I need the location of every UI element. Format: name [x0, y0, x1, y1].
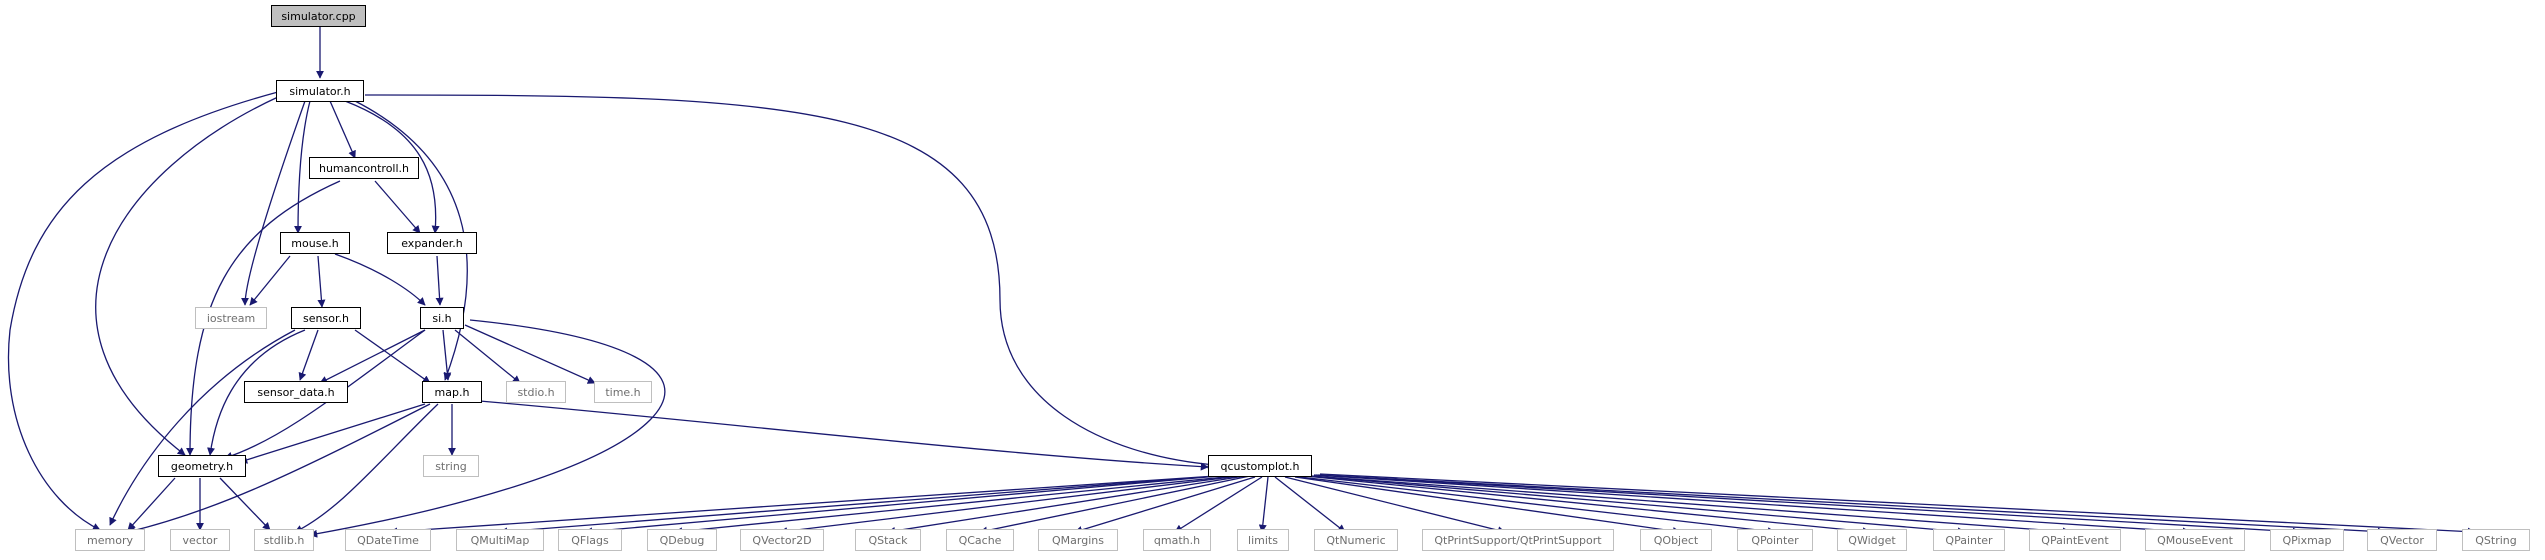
node-QMouseEvent: QMouseEvent: [2145, 529, 2245, 551]
node-QCache: QCache: [946, 529, 1014, 551]
edge-qc-QPointer: [1299, 476, 1776, 536]
node-QVector2D: QVector2D: [740, 529, 824, 551]
node-sensor-h[interactable]: sensor.h: [291, 307, 361, 329]
node-time-h: time.h: [594, 381, 652, 403]
edge-simulator_h-expander_h: [344, 100, 440, 234]
edge-qc-QStack: [887, 475, 1246, 535]
edge-qc-QWidget: [1304, 475, 1871, 536]
edge-si_h-stdlib_h: [309, 319, 666, 538]
edge-si_h-geometry_h: [224, 329, 426, 460]
edge-si_h-stdio_h: [454, 329, 521, 384]
node-limits: limits: [1237, 529, 1289, 551]
node-QMargins: QMargins: [1038, 529, 1118, 551]
edge-simulator_h-humancontroll_h: [329, 100, 356, 159]
edge-si_h-sensor_data_h: [319, 329, 426, 384]
node-QFlags: QFlags: [558, 529, 622, 551]
edge-qc-QDateTime: [389, 474, 1231, 536]
node-QDebug: QDebug: [647, 529, 717, 551]
node-QStack: QStack: [855, 529, 921, 551]
edge-qc-QVector: [1317, 474, 2386, 536]
node-stdio-h: stdio.h: [506, 381, 566, 403]
edge-humancontroll_h-expander_h: [374, 180, 421, 234]
edge-simulator_h-memory: [7, 91, 279, 531]
node-QtPrintSupport: QtPrintSupport/QtPrintSupport: [1422, 529, 1614, 551]
node-QObject: QObject: [1640, 529, 1712, 551]
node-QString: QString: [2462, 529, 2530, 551]
node-QPainter: QPainter: [1933, 529, 2005, 551]
node-QPaintEvent: QPaintEvent: [2029, 529, 2121, 551]
edge-si_h-map_h: [442, 329, 452, 381]
node-QPointer: QPointer: [1737, 529, 1813, 551]
edge-qc-QFlags: [584, 474, 1231, 536]
node-QPixmap: QPixmap: [2270, 529, 2344, 551]
node-iostream: iostream: [195, 307, 267, 329]
edge-mouse_h-iostream: [249, 255, 291, 306]
edge-expander_h-si_h: [435, 255, 444, 306]
edge-geometry_h-stdlib_h: [219, 477, 271, 531]
edge-humancontroll_h-geometry_h: [186, 180, 341, 456]
node-expander-h[interactable]: expander.h: [387, 232, 477, 254]
node-QMultiMap: QMultiMap: [456, 529, 544, 551]
edge-simulator_h-qcustomplot_h: [364, 94, 1216, 469]
edge-sensor_h-sensor_data_h: [298, 329, 319, 381]
edge-qc-QString: [1319, 473, 2476, 536]
node-stdlib-h: stdlib.h: [254, 529, 314, 551]
node-simulator-cpp[interactable]: simulator.cpp: [271, 5, 366, 27]
node-sensor-data-h[interactable]: sensor_data.h: [244, 381, 348, 403]
node-vector: vector: [170, 529, 230, 551]
node-QtNumeric: QtNumeric: [1314, 529, 1398, 551]
edge-qc-QCache: [979, 475, 1251, 535]
edge-sensor_h-geometry_h: [207, 329, 306, 456]
edge-qc-QtPrintSupport: [1284, 476, 1506, 535]
edge-qc-QPaintEvent: [1311, 475, 2071, 536]
edge-qc-QMultiMap: [499, 474, 1231, 536]
edge-qc-limits: [1258, 476, 1269, 533]
node-qcustomplot-h[interactable]: qcustomplot.h: [1208, 455, 1312, 477]
edge-map_h-stdlib_h: [294, 403, 439, 533]
node-si-h[interactable]: si.h: [420, 307, 464, 329]
edge-simulator_h-mouse_h: [294, 100, 311, 234]
edge-mouse_h-sensor_h: [317, 255, 326, 308]
node-memory: memory: [75, 529, 145, 551]
edge-qc-QObject: [1294, 476, 1681, 535]
edge-sensor_h-map_h: [354, 329, 431, 384]
edge-sensor_h-memory: [109, 329, 296, 526]
edge-qc-QMouseEvent: [1313, 474, 2191, 536]
edge-geometry_h-memory: [127, 477, 176, 531]
edge-qc-QMargins: [1074, 476, 1256, 534]
edge-map_h-qcustomplot_h: [479, 400, 1209, 471]
node-geometry-h[interactable]: geometry.h: [158, 455, 246, 477]
edge-map_h-geometry_h: [239, 403, 426, 464]
node-QDateTime: QDateTime: [345, 529, 431, 551]
node-humancontroll-h[interactable]: humancontroll.h: [309, 157, 419, 179]
edge-simulator_h-geometry_h: [95, 96, 279, 456]
edge-map_h-memory: [127, 403, 431, 535]
node-simulator-h[interactable]: simulator.h: [276, 80, 364, 102]
node-qmath-h: qmath.h: [1143, 529, 1211, 551]
edge-mouse_h-si_h: [334, 253, 426, 306]
edge-qc-qmath_h: [1174, 476, 1263, 533]
edge-qc-QDebug: [674, 475, 1236, 536]
node-map-h[interactable]: map.h: [422, 381, 482, 403]
edge-qc-QtNumeric: [1274, 476, 1346, 533]
edge-qc-QPainter: [1309, 475, 1966, 536]
node-mouse-h[interactable]: mouse.h: [280, 232, 350, 254]
node-QWidget: QWidget: [1837, 529, 1907, 551]
edge-qc-QPixmap: [1315, 474, 2301, 536]
node-QVector: QVector: [2367, 529, 2437, 551]
edge-qc-QVector2D: [779, 475, 1241, 536]
edge-si_h-time_h: [464, 324, 596, 384]
node-string: string: [423, 455, 479, 477]
